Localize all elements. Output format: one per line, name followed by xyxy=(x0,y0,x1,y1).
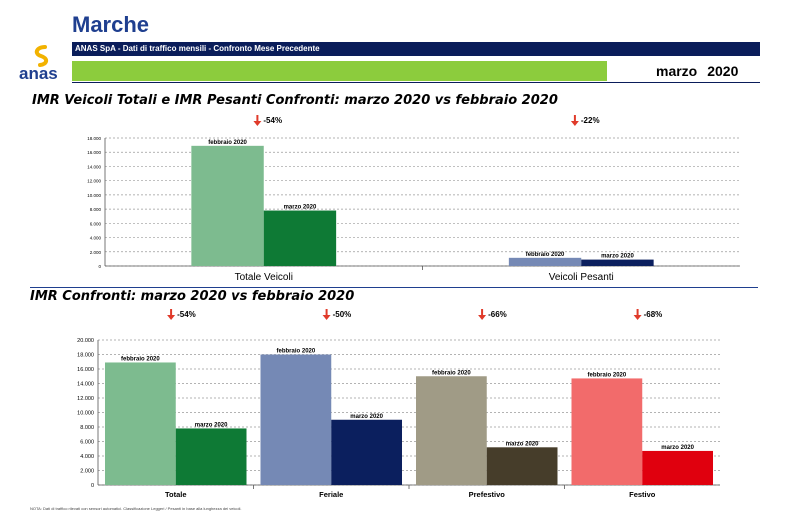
anas-logo xyxy=(34,45,49,67)
data-label: marzo 2020 xyxy=(195,422,228,428)
section1-title: IMR Veicoli Totali e IMR Pesanti Confron… xyxy=(32,93,558,108)
logo-text: anas xyxy=(19,64,58,83)
y-tick-label: 2.000 xyxy=(90,250,102,255)
change-percent: -68% xyxy=(644,310,663,319)
chart-day-types: 0 2.000 4.000 6.000 8.000 10.000 12.000 14.000 1… xyxy=(77,309,720,499)
category-label: Veicoli Pesanti xyxy=(549,272,614,283)
y-tick-label: 12.000 xyxy=(77,396,94,402)
y-tick-label: 0 xyxy=(98,264,101,269)
category-label: Totale xyxy=(165,490,187,499)
data-label: marzo 2020 xyxy=(284,205,317,211)
header-underline xyxy=(72,82,760,83)
period-label: marzo 2020 xyxy=(656,63,738,79)
y-tick-label: 10.000 xyxy=(87,193,101,198)
change-percent: -66% xyxy=(488,310,507,319)
data-label: marzo 2020 xyxy=(506,441,539,447)
bar-febbraio xyxy=(104,362,176,485)
bar-febbraio xyxy=(508,257,582,266)
y-tick-label: 18.000 xyxy=(77,353,94,359)
subtitle-bar: ANAS SpA - Dati di traffico mensili - Co… xyxy=(72,42,760,56)
down-arrow-icon xyxy=(633,315,642,320)
y-tick-label: 20.000 xyxy=(77,338,94,344)
region-title: Marche xyxy=(72,12,150,37)
y-tick-label: 8.000 xyxy=(80,425,94,431)
category-label: Totale Veicoli xyxy=(235,272,293,283)
bar-marzo xyxy=(175,428,247,485)
data-label: marzo 2020 xyxy=(661,445,694,451)
chart-totals-heavy: 0 2.000 4.000 6.000 8.000 10.000 12.000 14.000 1… xyxy=(87,115,740,283)
down-arrow-icon xyxy=(322,315,331,320)
y-tick-label: 4.000 xyxy=(90,236,102,241)
bar-marzo xyxy=(486,447,558,485)
bar-marzo xyxy=(642,450,714,485)
y-tick-label: 6.000 xyxy=(90,221,102,226)
change-percent: -50% xyxy=(333,310,352,319)
y-tick-label: 14.000 xyxy=(87,164,101,169)
y-tick-label: 10.000 xyxy=(77,411,94,417)
down-arrow-icon xyxy=(570,121,579,126)
green-band xyxy=(72,61,607,81)
y-tick-label: 16.000 xyxy=(77,367,94,373)
data-label: febbraio 2020 xyxy=(588,372,627,378)
bar-marzo xyxy=(263,210,337,266)
category-label: Prefestivo xyxy=(469,490,506,499)
y-tick-label: 6.000 xyxy=(80,440,94,446)
data-label: marzo 2020 xyxy=(601,254,634,260)
category-label: Feriale xyxy=(319,490,343,499)
data-label: febbraio 2020 xyxy=(526,252,565,258)
y-tick-label: 0 xyxy=(91,483,94,489)
footnote: NOTA: Dati di traffico rilevati con sens… xyxy=(30,506,242,511)
y-tick-label: 14.000 xyxy=(77,382,94,388)
y-tick-label: 12.000 xyxy=(87,179,101,184)
bar-febbraio xyxy=(571,378,643,485)
y-tick-label: 2.000 xyxy=(80,469,94,475)
y-tick-label: 18.000 xyxy=(87,136,101,141)
data-label: marzo 2020 xyxy=(350,414,383,420)
bar-febbraio xyxy=(260,354,332,485)
change-percent: -54% xyxy=(263,116,282,125)
data-label: febbraio 2020 xyxy=(277,349,316,355)
y-tick-label: 8.000 xyxy=(90,207,102,212)
bar-febbraio xyxy=(191,145,264,266)
data-label: febbraio 2020 xyxy=(432,370,471,376)
down-arrow-icon xyxy=(167,315,176,320)
change-percent: -22% xyxy=(581,116,600,125)
change-percent: -54% xyxy=(177,310,196,319)
year-label: 2020 xyxy=(707,63,739,79)
section-separator xyxy=(30,287,758,288)
data-label: febbraio 2020 xyxy=(208,140,247,146)
bar-marzo xyxy=(581,259,654,266)
bar-marzo xyxy=(331,419,403,485)
down-arrow-icon xyxy=(253,121,262,126)
category-label: Festivo xyxy=(629,490,656,499)
y-tick-label: 16.000 xyxy=(87,150,101,155)
subtitle-text: ANAS SpA - Dati di traffico mensili - Co… xyxy=(75,44,320,53)
bar-febbraio xyxy=(415,376,487,485)
data-label: febbraio 2020 xyxy=(121,356,160,362)
y-tick-label: 4.000 xyxy=(80,454,94,460)
down-arrow-icon xyxy=(478,315,487,320)
month-label: marzo xyxy=(656,63,698,79)
section2-title: IMR Confronti: marzo 2020 vs febbraio 20… xyxy=(30,289,355,304)
